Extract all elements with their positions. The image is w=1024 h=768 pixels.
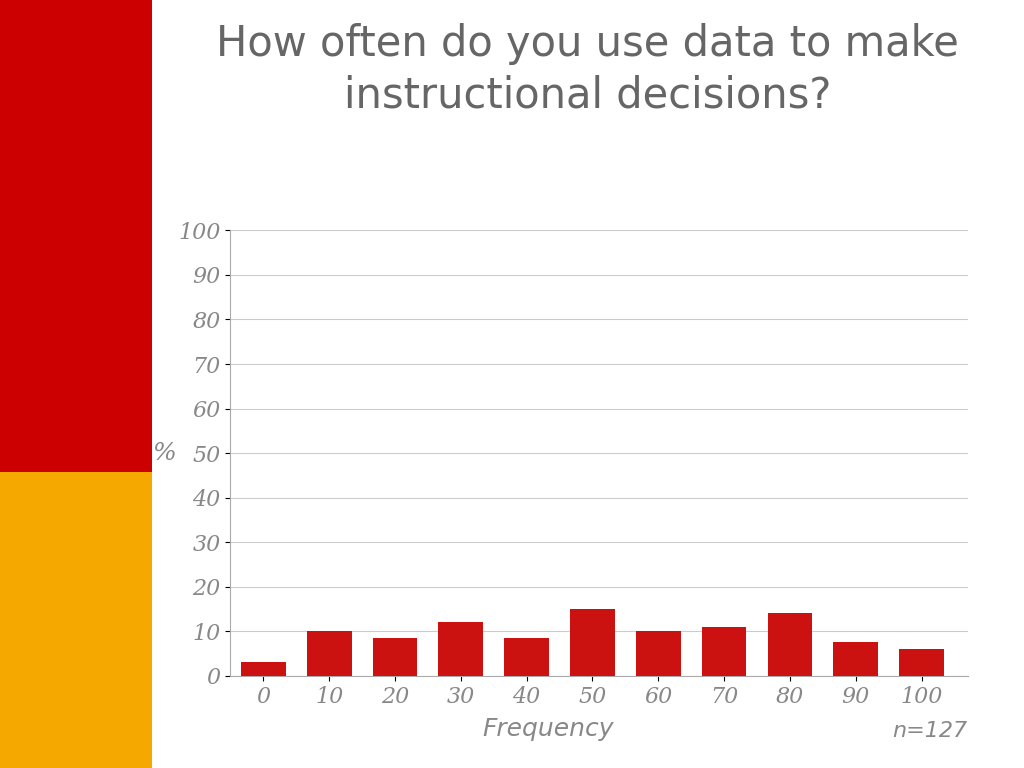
Bar bbox=[899, 649, 944, 676]
Bar bbox=[438, 622, 483, 676]
Bar bbox=[834, 642, 879, 676]
Bar bbox=[307, 631, 351, 676]
Bar bbox=[241, 663, 286, 676]
Text: How often do you use data to make
instructional decisions?: How often do you use data to make instru… bbox=[216, 23, 959, 117]
Y-axis label: %: % bbox=[153, 442, 176, 465]
Bar bbox=[636, 631, 681, 676]
Text: n=127: n=127 bbox=[893, 721, 968, 741]
Bar bbox=[570, 609, 614, 676]
Text: Frequency: Frequency bbox=[482, 717, 613, 741]
Bar bbox=[373, 638, 418, 676]
Bar bbox=[768, 614, 812, 676]
Bar bbox=[701, 627, 746, 676]
Bar bbox=[504, 638, 549, 676]
